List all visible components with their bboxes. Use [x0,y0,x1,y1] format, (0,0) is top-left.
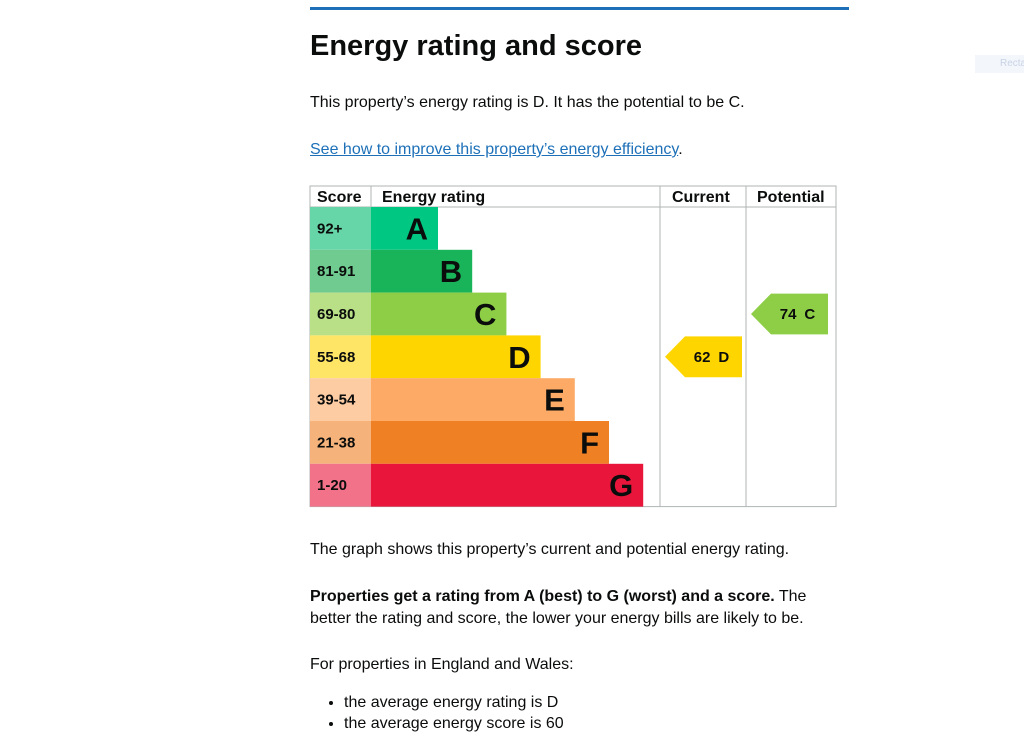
band-score: 1-20 [317,477,347,494]
potential-arrow [751,293,828,335]
score-cell [310,421,371,464]
band-bar [371,249,473,293]
score-cell [310,463,371,507]
heading: Energy rating and score [310,30,642,62]
band-letter: C [474,297,496,332]
current-score: 62 [694,349,711,366]
potential-letter: C [804,306,815,323]
current-arrow [665,336,742,378]
average-item: the average energy score is 60 [344,713,564,734]
band-score: 39-54 [317,392,356,409]
score-cell [310,292,371,336]
column-header: Potential [757,189,825,206]
explanation-bold: Properties get a rating from A (best) to… [310,588,775,605]
band-letter: E [544,383,565,418]
band-score: 81-91 [317,263,355,280]
band-bar [371,463,644,507]
link-paragraph: See how to improve this property’s energ… [310,139,840,161]
graph-note: The graph shows this property’s current … [310,541,790,558]
improve-link[interactable]: See how to improve this property’s energ… [310,141,679,158]
band-score: 55-68 [317,349,355,366]
average-intro: For properties in England and Wales: [310,656,574,673]
band-score: 92+ [317,220,343,237]
score-cell [310,378,371,421]
current-letter: D [718,349,729,366]
explanation-rest: The better the rating and score, the low… [310,588,807,627]
band-letter: D [508,340,530,375]
potential-score: 74 [780,306,797,323]
rating-sentence: This property’s energy rating is D. It h… [310,94,745,111]
explanation: Properties get a rating from A (best) to… [310,586,840,630]
side-tab: Recta [975,55,1024,73]
band-bar [371,378,575,421]
energy-rating-graph: Score Energy rating Current Potential 92+ A 81… [309,185,837,508]
potential-label: 74 C [780,306,816,323]
band-letter: F [580,425,599,460]
band-letter: G [609,468,633,503]
current-label: 62 D [694,349,730,366]
band-letter: A [406,211,428,246]
band-bar [371,335,541,379]
average-list: the average energy rating is D the avera… [310,692,564,734]
link-suffix: . [678,141,683,158]
column-header: Current [672,189,730,206]
top-rule [310,7,849,10]
band-score: 21-38 [317,434,355,451]
score-cell [310,249,371,293]
score-cell [310,207,371,250]
average-item: the average energy rating is D [344,692,564,713]
column-header: Score [317,189,362,206]
band-bar [371,292,507,336]
band-bar [371,421,609,464]
score-cell [310,335,371,379]
band-letter: B [440,254,462,289]
band-score: 69-80 [317,306,355,323]
band-bar [371,207,438,250]
column-header: Energy rating [382,189,485,206]
